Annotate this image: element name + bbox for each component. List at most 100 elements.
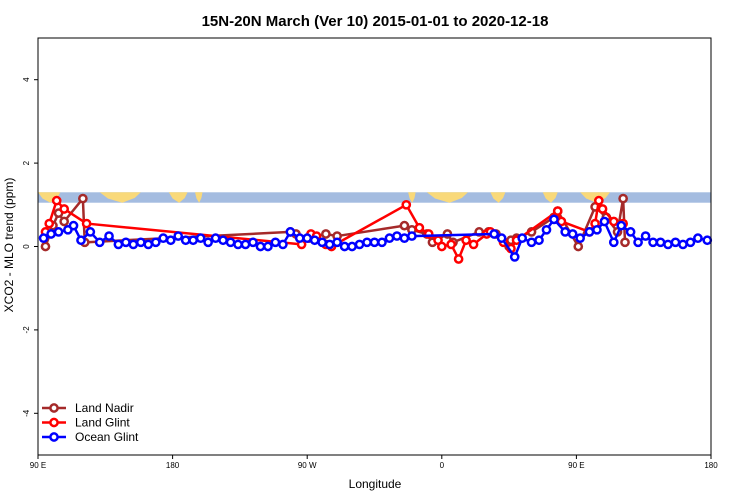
legend-marker bbox=[49, 417, 59, 428]
data-point bbox=[210, 233, 221, 244]
series-ocean-glint bbox=[38, 214, 713, 262]
data-point bbox=[240, 239, 251, 250]
x-tick-label: 180 bbox=[704, 461, 718, 470]
data-point bbox=[608, 237, 619, 248]
data-point bbox=[362, 237, 372, 248]
data-point bbox=[384, 233, 395, 244]
data-point bbox=[347, 241, 357, 252]
data-point bbox=[195, 233, 206, 244]
data-point bbox=[414, 222, 425, 233]
data-point bbox=[158, 233, 169, 244]
data-point bbox=[573, 241, 584, 252]
data-point bbox=[339, 241, 350, 252]
data-point bbox=[593, 195, 604, 206]
data-point bbox=[51, 195, 62, 206]
data-point bbox=[317, 237, 328, 248]
data-point bbox=[285, 227, 296, 237]
y-tick-label: 4 bbox=[22, 77, 31, 82]
data-point bbox=[693, 233, 703, 244]
data-point bbox=[321, 229, 331, 239]
data-point bbox=[76, 235, 86, 246]
data-point bbox=[294, 233, 305, 244]
data-point bbox=[354, 239, 365, 250]
data-point bbox=[541, 224, 552, 235]
data-point bbox=[446, 239, 456, 250]
data-point bbox=[104, 231, 114, 241]
y-tick-label: 2 bbox=[22, 160, 31, 165]
x-tick-label: 0 bbox=[440, 461, 445, 470]
data-point bbox=[128, 239, 139, 250]
x-tick-label: 90 W bbox=[298, 461, 317, 470]
data-point bbox=[399, 233, 410, 244]
data-point bbox=[468, 239, 479, 250]
data-point bbox=[575, 233, 585, 244]
data-point bbox=[59, 216, 70, 227]
data-point bbox=[135, 237, 146, 248]
land-patch bbox=[580, 192, 611, 203]
data-point bbox=[150, 237, 161, 248]
data-point bbox=[401, 199, 412, 210]
x-tick-label: 180 bbox=[166, 461, 180, 470]
data-point bbox=[549, 214, 559, 225]
y-tick-label: 0 bbox=[22, 244, 31, 249]
data-point bbox=[648, 237, 658, 248]
data-point bbox=[165, 235, 176, 246]
data-point bbox=[218, 235, 228, 246]
data-point bbox=[143, 239, 154, 250]
data-point bbox=[618, 193, 628, 204]
legend-marker bbox=[49, 432, 59, 442]
data-point bbox=[38, 233, 49, 244]
data-point bbox=[670, 237, 681, 248]
data-point bbox=[436, 241, 447, 252]
data-point bbox=[309, 235, 320, 246]
data-point bbox=[173, 231, 184, 241]
ocean-band bbox=[38, 192, 711, 203]
data-point bbox=[180, 235, 191, 246]
data-point bbox=[620, 237, 630, 248]
data-point bbox=[40, 241, 51, 252]
x-axis-label: Longitude bbox=[349, 477, 402, 491]
data-point bbox=[263, 241, 273, 252]
x-tick-label: 90 E bbox=[568, 461, 584, 470]
data-point bbox=[399, 220, 410, 231]
data-point bbox=[461, 235, 471, 246]
legend-marker bbox=[49, 403, 59, 413]
land-patch bbox=[426, 192, 468, 203]
data-point bbox=[302, 233, 313, 244]
series-land-glint bbox=[40, 195, 628, 264]
legend-label: Land Nadir bbox=[75, 401, 134, 415]
land-patch bbox=[195, 192, 203, 203]
data-point bbox=[46, 229, 56, 239]
data-point bbox=[94, 237, 105, 248]
data-point bbox=[633, 237, 643, 248]
data-point bbox=[592, 224, 602, 235]
data-point bbox=[625, 227, 636, 237]
x-axis: 90 E 180 90 W 0 90 E 180 bbox=[30, 455, 718, 470]
data-point bbox=[509, 252, 520, 262]
data-point bbox=[270, 237, 281, 248]
x-tick-label: 90 E bbox=[30, 461, 46, 470]
data-point bbox=[608, 216, 619, 227]
data-point bbox=[640, 231, 651, 241]
land-patch bbox=[38, 192, 61, 203]
land-patch bbox=[490, 192, 506, 203]
data-point bbox=[113, 239, 124, 250]
data-point bbox=[233, 239, 243, 250]
series-layer bbox=[38, 193, 713, 264]
legend-label: Land Glint bbox=[75, 416, 130, 430]
data-point bbox=[225, 237, 236, 248]
y-axis-label: XCO2 - MLO trend (ppm) bbox=[2, 178, 16, 313]
data-point bbox=[685, 237, 696, 248]
world-map-strip bbox=[38, 192, 711, 203]
y-axis: -4 -2 0 2 4 bbox=[22, 77, 38, 417]
data-point bbox=[517, 233, 528, 244]
data-point bbox=[53, 227, 64, 237]
data-point bbox=[599, 216, 610, 227]
data-point bbox=[369, 237, 380, 248]
land-patch bbox=[408, 192, 416, 203]
data-point bbox=[489, 229, 499, 239]
data-point bbox=[392, 231, 402, 241]
data-point bbox=[377, 237, 387, 248]
